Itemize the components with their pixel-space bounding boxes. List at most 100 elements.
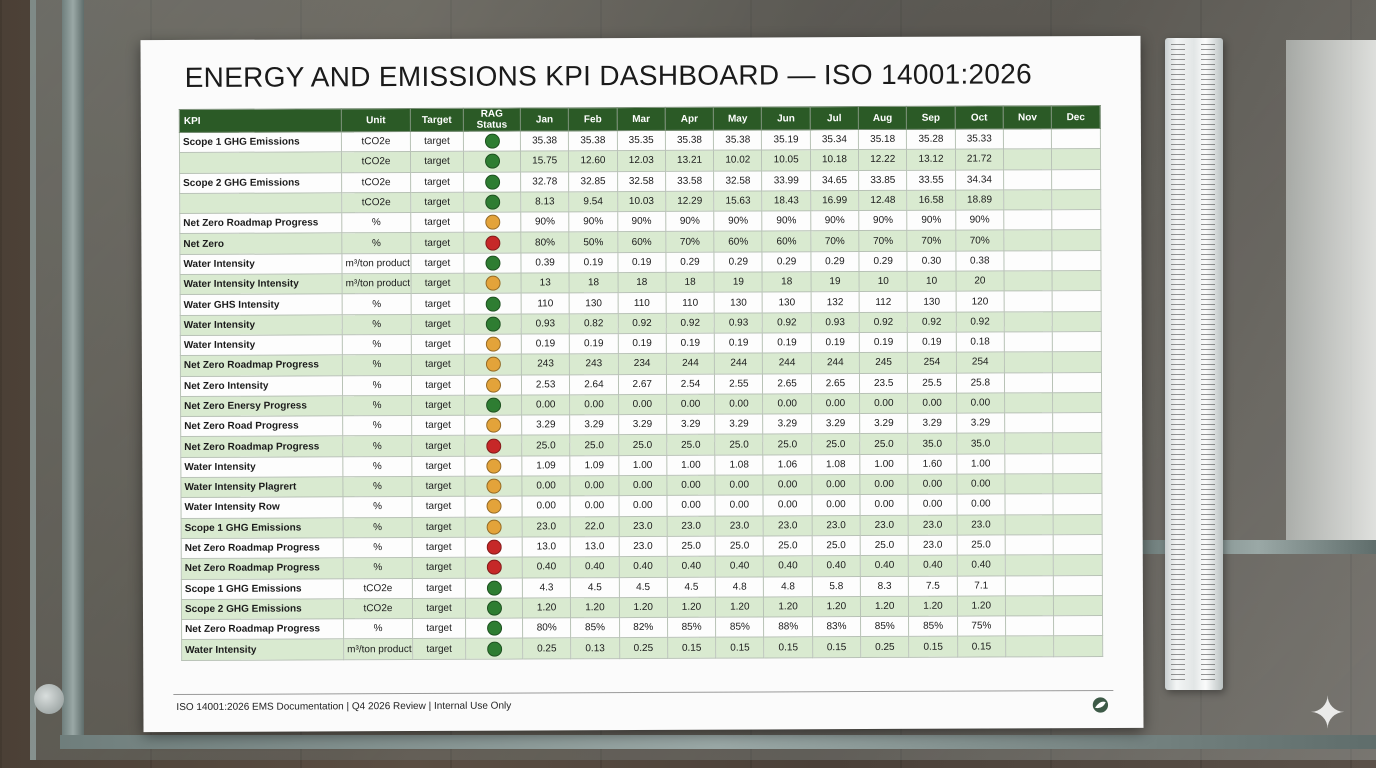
rag-status-cell xyxy=(463,252,522,274)
value-cell-aug: 0.29 xyxy=(859,251,908,272)
value-cell-oct: 0.00 xyxy=(956,392,1005,414)
unit-cell: % xyxy=(342,476,412,498)
value-cell-aug: 90% xyxy=(858,210,908,232)
table-frame-left xyxy=(62,0,84,740)
value-cell-jan: 0.00 xyxy=(521,475,571,497)
value-cell-sep: 16.58 xyxy=(907,190,956,211)
value-cell-jul: 0.00 xyxy=(811,474,861,496)
value-cell-oct: 23.0 xyxy=(956,514,1006,536)
value-cell-aug: 245 xyxy=(859,352,908,374)
kpi-name-cell: Water Intensity xyxy=(179,253,343,275)
value-cell-apr: 33.58 xyxy=(665,170,714,192)
value-cell-jan: 110 xyxy=(521,293,570,314)
unit-cell: tCO2e xyxy=(343,598,413,619)
rag-status-cell xyxy=(464,435,522,457)
value-cell-jan: 0.39 xyxy=(520,252,570,274)
value-cell-may: 2.55 xyxy=(714,373,764,395)
value-cell-apr: 35.38 xyxy=(665,130,714,151)
unit-cell: % xyxy=(342,314,412,335)
kpi-name-cell: Net Zero Roadmap Progress xyxy=(180,436,343,458)
target-cell: target xyxy=(412,537,466,558)
value-cell-may: 0.19 xyxy=(714,332,763,354)
value-cell-jun: 0.40 xyxy=(763,555,813,577)
value-cell-sep: 90% xyxy=(907,210,956,231)
header-jul: Jul xyxy=(810,106,859,130)
value-cell-jun: 2.65 xyxy=(762,373,812,394)
value-cell-may: 0.40 xyxy=(715,556,764,577)
header-mar: Mar xyxy=(616,107,666,131)
kpi-name-cell: Water Intensity xyxy=(180,334,343,356)
value-cell-jun: 25.0 xyxy=(763,535,813,557)
rag-red-indicator xyxy=(486,559,502,576)
value-cell-jul: 0.15 xyxy=(812,636,861,658)
value-cell-oct: 35.0 xyxy=(956,433,1005,454)
value-cell-jul: 25.0 xyxy=(811,535,861,556)
rag-status-cell xyxy=(465,577,523,599)
value-cell-oct: 0.00 xyxy=(956,494,1006,515)
value-cell-dec xyxy=(1053,635,1103,657)
value-cell-feb: 0.00 xyxy=(569,394,619,415)
target-cell: target xyxy=(410,151,464,173)
value-cell-mar: 234 xyxy=(617,353,667,375)
ruler-scale-left xyxy=(1171,44,1185,684)
value-cell-dec xyxy=(1053,493,1102,515)
value-cell-jul: 0.00 xyxy=(811,494,861,516)
unit-cell: % xyxy=(342,496,413,518)
unit-cell: % xyxy=(341,212,411,234)
value-cell-mar: 90% xyxy=(617,211,666,233)
kpi-name-cell: Water Intensity Row xyxy=(180,497,344,519)
value-cell-aug: 0.19 xyxy=(859,332,908,353)
rag-status-cell xyxy=(464,496,523,517)
value-cell-oct: 120 xyxy=(955,291,1005,312)
kpi-table-body: Scope 1 GHG Emissions tCO2e target 35.38 35.… xyxy=(179,128,1103,661)
value-cell-jul: 70% xyxy=(810,231,860,252)
value-cell-jan: 0.40 xyxy=(522,557,571,578)
value-cell-feb: 0.82 xyxy=(569,313,618,334)
kpi-name-cell: Water Intensity Intensity xyxy=(180,273,343,295)
value-cell-jun: 130 xyxy=(762,292,811,313)
value-cell-feb: 0.19 xyxy=(569,252,618,273)
value-cell-oct: 0.15 xyxy=(957,636,1006,657)
value-cell-aug: 1.20 xyxy=(860,596,909,617)
value-cell-oct: 7.1 xyxy=(957,575,1006,596)
value-cell-nov xyxy=(1004,331,1053,353)
value-cell-jan: 1.20 xyxy=(522,597,571,619)
rag-green-indicator xyxy=(485,316,501,332)
target-cell: target xyxy=(412,598,466,619)
value-cell-apr: 1.00 xyxy=(666,454,716,476)
value-cell-sep: 10 xyxy=(907,271,956,292)
target-cell: target xyxy=(410,253,465,274)
value-cell-dec xyxy=(1052,311,1101,332)
value-cell-jul: 244 xyxy=(811,352,860,374)
value-cell-dec xyxy=(1052,432,1102,454)
value-cell-jul: 0.19 xyxy=(811,332,860,354)
value-cell-sep: 7.5 xyxy=(908,575,958,597)
value-cell-may: 35.38 xyxy=(713,129,762,151)
value-cell-dec xyxy=(1053,575,1102,596)
value-cell-sep: 0.00 xyxy=(907,392,957,414)
value-cell-jun: 33.99 xyxy=(762,170,811,191)
target-cell: target xyxy=(412,618,466,639)
value-cell-may: 4.8 xyxy=(715,576,764,598)
value-cell-jan: 15.75 xyxy=(520,151,569,172)
kpi-name-cell: Scope 1 GHG Emissions xyxy=(181,517,344,539)
value-cell-mar: 12.03 xyxy=(617,150,666,172)
value-cell-aug: 3.29 xyxy=(859,413,909,435)
value-cell-mar: 0.00 xyxy=(618,495,667,517)
value-cell-oct: 25.0 xyxy=(956,534,1006,556)
footer-text: ISO 14001:2026 EMS Documentation | Q4 20… xyxy=(176,700,512,714)
value-cell-aug: 0.25 xyxy=(860,636,910,658)
value-cell-nov xyxy=(1003,230,1053,251)
header-nov: Nov xyxy=(1003,105,1052,129)
kpi-name-cell: Water Intensity xyxy=(180,314,343,336)
value-cell-apr: 0.40 xyxy=(667,556,716,577)
value-cell-aug: 25.0 xyxy=(859,433,909,455)
value-cell-nov xyxy=(1003,189,1053,211)
value-cell-oct: 254 xyxy=(956,352,1005,373)
value-cell-may: 23.0 xyxy=(715,515,764,537)
value-cell-jul: 1.08 xyxy=(811,454,860,475)
target-cell: target xyxy=(412,638,466,660)
value-cell-oct: 0.92 xyxy=(955,311,1005,333)
unit-cell: % xyxy=(342,375,412,396)
value-cell-may: 244 xyxy=(714,353,763,374)
